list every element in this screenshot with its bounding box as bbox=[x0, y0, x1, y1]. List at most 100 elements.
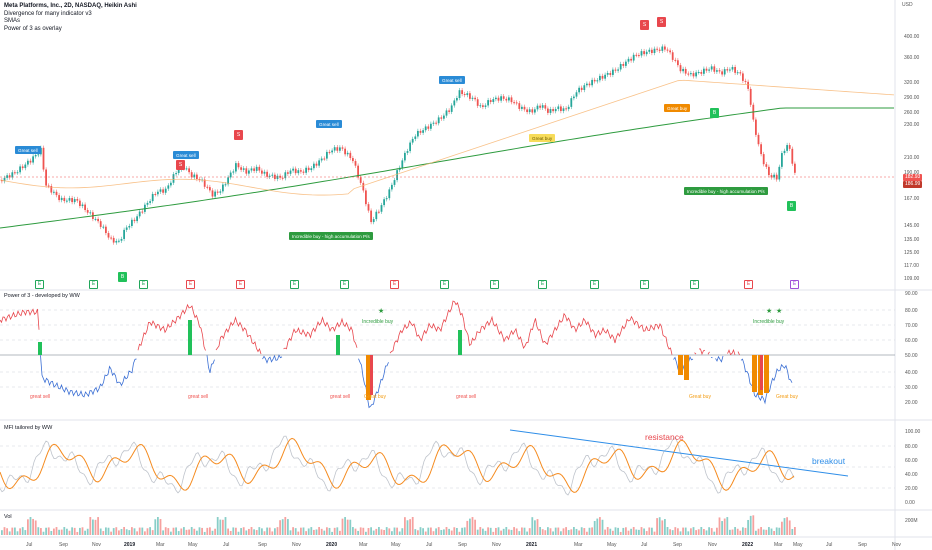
volume-bar bbox=[570, 529, 573, 535]
power-axis-label: 40.00 bbox=[905, 370, 918, 376]
power-label-great-sell: great sell bbox=[456, 394, 477, 400]
earnings-marker[interactable]: E bbox=[290, 280, 299, 289]
candle-body bbox=[596, 80, 599, 82]
earnings-marker[interactable]: E bbox=[236, 280, 245, 289]
candle-body bbox=[11, 172, 14, 178]
volume-bar bbox=[352, 527, 354, 535]
earnings-marker[interactable]: E bbox=[490, 280, 499, 289]
price-axis-label: 135.00 bbox=[904, 237, 920, 243]
volume-bar bbox=[177, 531, 180, 535]
mfi-pane-title[interactable]: MFI tailored by WW bbox=[4, 425, 53, 431]
vol-pane-title[interactable]: Vol bbox=[4, 514, 12, 520]
power-label-incredible-buy: Incredible buy bbox=[362, 319, 394, 325]
volume-bar bbox=[710, 528, 713, 535]
candle-body bbox=[718, 70, 721, 72]
volume-bar bbox=[388, 528, 391, 535]
candle-body bbox=[388, 189, 391, 199]
candle-body bbox=[510, 97, 513, 103]
candle-body bbox=[323, 158, 326, 160]
candle-body bbox=[89, 212, 92, 214]
volume-bar bbox=[209, 527, 211, 535]
volume-bar bbox=[396, 527, 398, 535]
volume-bar bbox=[731, 529, 734, 535]
time-axis-label: May bbox=[188, 542, 198, 548]
candle-body bbox=[55, 191, 58, 196]
candle-body bbox=[703, 68, 705, 74]
earnings-marker[interactable]: E bbox=[590, 280, 599, 289]
earnings-marker[interactable]: E bbox=[790, 280, 799, 289]
candle-body bbox=[778, 166, 781, 180]
volume-bar bbox=[466, 520, 469, 535]
indicator-2[interactable]: SMAs bbox=[4, 18, 21, 24]
resistance-label: resistance bbox=[645, 432, 684, 442]
candle-body bbox=[193, 174, 196, 178]
power-pane-title[interactable]: Power of 3 - developed by WW bbox=[4, 293, 80, 299]
great-sell-tag-1: Great sell bbox=[15, 146, 41, 154]
earnings-marker[interactable]: E bbox=[139, 280, 148, 289]
volume-bar bbox=[554, 527, 557, 535]
volume-bar bbox=[211, 530, 214, 535]
time-axis-label: 2021 bbox=[526, 542, 537, 548]
candle-body bbox=[229, 172, 232, 178]
price-axis-label: 145.00 bbox=[904, 223, 920, 229]
power-line-red bbox=[0, 300, 740, 356]
candle-body bbox=[162, 189, 164, 193]
great-buy-tag-1: Great buy bbox=[529, 134, 556, 142]
vol-axis-label: 200M bbox=[905, 518, 918, 524]
volume-bar bbox=[781, 521, 783, 535]
earnings-marker[interactable]: E bbox=[744, 280, 753, 289]
volume-bar bbox=[565, 527, 567, 535]
volume-bar bbox=[320, 528, 323, 535]
volume-bar bbox=[599, 517, 601, 535]
volume-bar bbox=[713, 531, 716, 535]
volume-bar bbox=[552, 531, 554, 535]
volume-bar bbox=[138, 527, 141, 535]
candle-body bbox=[744, 80, 747, 82]
volume-bar bbox=[497, 527, 500, 535]
volume-bar bbox=[73, 527, 76, 535]
candle-body bbox=[461, 90, 463, 95]
candle-body bbox=[781, 153, 783, 167]
volume-bar bbox=[482, 528, 484, 535]
mfi-axis-label: 60.00 bbox=[905, 458, 918, 464]
earnings-marker[interactable]: E bbox=[390, 280, 399, 289]
power-red-bar bbox=[370, 355, 373, 395]
price-axis-label: 167.00 bbox=[904, 196, 920, 202]
candle-body bbox=[736, 72, 739, 74]
earnings-marker[interactable]: E bbox=[538, 280, 547, 289]
indicator-3[interactable]: Power of 3 as overlay bbox=[4, 25, 62, 32]
volume-bar bbox=[198, 527, 201, 535]
earnings-marker[interactable]: E bbox=[89, 280, 98, 289]
candle-body bbox=[791, 148, 794, 164]
candle-body bbox=[583, 85, 586, 91]
volume-bar bbox=[27, 519, 29, 535]
volume-bar bbox=[185, 529, 188, 535]
buy-marker-2: B bbox=[710, 108, 719, 118]
candle-body bbox=[123, 229, 125, 239]
time-axis-label: Nov bbox=[708, 542, 717, 548]
mfi-gray-line bbox=[0, 435, 795, 496]
volume-bar bbox=[450, 530, 453, 535]
volume-bar bbox=[656, 518, 658, 535]
earnings-marker[interactable]: E bbox=[340, 280, 349, 289]
earnings-marker[interactable]: E bbox=[440, 280, 449, 289]
earnings-marker[interactable]: E bbox=[35, 280, 44, 289]
symbol-title[interactable]: Meta Platforms, Inc., 2D, NASDAQ, Heikin… bbox=[4, 3, 137, 9]
volume-bar bbox=[240, 528, 242, 535]
candle-body bbox=[68, 198, 71, 201]
volume-bar bbox=[401, 528, 404, 535]
price-axis-label: 230.00 bbox=[904, 122, 920, 128]
time-axis-label: Mar bbox=[156, 542, 165, 548]
earnings-marker[interactable]: E bbox=[690, 280, 699, 289]
volume-bar bbox=[495, 527, 497, 535]
candle-body bbox=[209, 187, 211, 191]
earnings-marker[interactable]: E bbox=[640, 280, 649, 289]
volume-bar bbox=[627, 530, 630, 535]
indicator-1[interactable]: Divergence for many indicator v3 bbox=[4, 10, 92, 17]
currency-label: USD bbox=[902, 2, 913, 8]
candle-body bbox=[211, 190, 214, 197]
candle-body bbox=[188, 168, 190, 173]
breakout-label: breakout bbox=[812, 456, 846, 466]
earnings-marker[interactable]: E bbox=[186, 280, 195, 289]
